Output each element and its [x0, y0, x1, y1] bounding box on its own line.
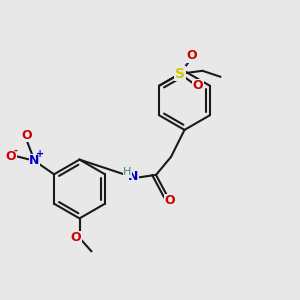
Text: +: + — [37, 149, 45, 159]
Text: O: O — [70, 231, 81, 244]
Text: N: N — [29, 154, 40, 167]
Text: -: - — [13, 146, 17, 156]
Text: O: O — [164, 194, 175, 208]
Text: H: H — [123, 167, 132, 178]
Text: O: O — [6, 150, 16, 163]
Text: N: N — [128, 170, 139, 183]
Text: O: O — [193, 79, 203, 92]
Text: O: O — [22, 129, 32, 142]
Text: O: O — [187, 49, 197, 62]
Text: S: S — [175, 67, 185, 81]
